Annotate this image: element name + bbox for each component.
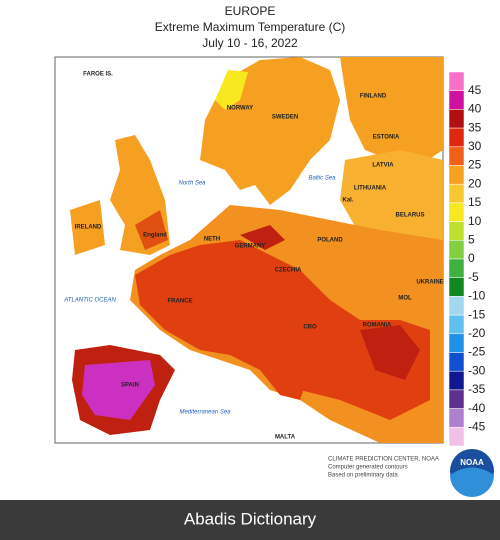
legend-label: -35 [468, 382, 486, 396]
legend-label: -5 [468, 270, 479, 284]
legend-label: -15 [468, 307, 486, 321]
map-label: CZECHIA [275, 268, 302, 274]
legend-swatch [448, 370, 465, 391]
legend-label: 25 [468, 158, 482, 172]
footer-bar [0, 500, 500, 540]
legend-swatch [448, 314, 465, 335]
legend-label: 5 [468, 232, 475, 246]
map-label: LITHUANIA [354, 186, 387, 192]
land [135, 240, 430, 420]
legend-swatch [448, 90, 465, 110]
land [70, 200, 105, 255]
legend-swatch [448, 352, 465, 372]
map-label: SPAIN [121, 383, 139, 389]
legend-label: 15 [468, 195, 482, 209]
legend-swatch [448, 408, 465, 428]
legend-swatch [448, 258, 465, 278]
legend-label: -30 [468, 363, 486, 377]
map-label: ESTONIA [373, 135, 400, 141]
legend-swatch [448, 202, 465, 222]
legend-label: 45 [468, 83, 482, 97]
map-label: NETH [204, 237, 220, 243]
land [240, 225, 285, 250]
title: EUROPE [225, 4, 276, 18]
legend-label: 35 [468, 120, 482, 134]
map-label: UKRAINE [416, 280, 443, 286]
legend: 45 40 35 30 25 20 15 10 5 0 -5 -10 -15 -20 -25 -30 -35 -4… [448, 71, 486, 447]
credit: CLIMATE PREDICTION CENTER, NOAA [328, 457, 439, 463]
legend-swatch [448, 183, 465, 204]
legend-swatch [448, 296, 465, 316]
legend-swatch [448, 240, 465, 260]
land [135, 210, 168, 250]
legend-label: 20 [468, 176, 482, 190]
map-label: Kal. [342, 198, 353, 204]
date: July 10 - 16, 2022 [202, 36, 298, 50]
legend-label: 30 [468, 139, 482, 153]
map-label: MALTA [275, 435, 296, 441]
sea-label: North Sea [178, 181, 206, 187]
legend-label: -45 [468, 419, 486, 433]
land [82, 360, 155, 420]
map-label: FINLAND [360, 94, 387, 100]
legend-label: 0 [468, 251, 475, 265]
legend-label: -25 [468, 345, 486, 359]
map-label: POLAND [317, 238, 343, 244]
legend-swatch [448, 221, 465, 241]
legend-swatch [448, 277, 465, 297]
legend-swatch [448, 333, 465, 353]
legend-label: 10 [468, 214, 482, 228]
legend-label: 40 [468, 102, 482, 116]
map-label: ROMANIA [363, 323, 392, 329]
land [360, 325, 420, 380]
land [340, 150, 443, 240]
map-label: LATVIA [372, 163, 394, 169]
sea-label: Mediterranean Sea [179, 410, 231, 416]
legend-label: -10 [468, 289, 486, 303]
legend-swatch [448, 71, 465, 91]
sea-label: ATLANTIC OCEAN [63, 298, 116, 304]
map-label: GERMANY [235, 244, 266, 250]
legend-swatch [448, 427, 465, 447]
credit: Based on preliminary data [328, 473, 398, 479]
land [215, 70, 248, 110]
map: FAROE IS. NORWAY SWEDEN FINLAND ESTONIA … [54, 56, 444, 444]
subtitle: Extreme Maximum Temperature (C) [155, 20, 346, 34]
land [235, 330, 305, 400]
map-label: MOL [398, 296, 412, 302]
map-label: FAROE IS. [83, 72, 113, 78]
map-label: England [143, 233, 167, 239]
legend-swatch [448, 127, 465, 148]
map-label: FRANCE [168, 299, 193, 305]
legend-label: -40 [468, 401, 486, 415]
land [340, 57, 443, 165]
logo-text: NOAA [460, 458, 484, 467]
legend-swatch [448, 389, 465, 409]
legend-swatch [448, 165, 465, 185]
sea-label: Baltic Sea [308, 176, 336, 182]
map-label: IRELAND [75, 225, 102, 231]
legend-swatch [448, 146, 465, 166]
credit: Computer generated contours [328, 465, 408, 471]
legend-swatch [448, 109, 465, 129]
legend-label: -20 [468, 326, 486, 340]
map-label: BELARUS [395, 213, 424, 219]
map-label: SWEDEN [272, 115, 298, 121]
map-label: CRO [303, 325, 317, 331]
footer-text: Abadis Dictionary [184, 509, 317, 528]
map-label: NORWAY [227, 106, 253, 112]
noaa-logo: NOAA [450, 449, 494, 497]
